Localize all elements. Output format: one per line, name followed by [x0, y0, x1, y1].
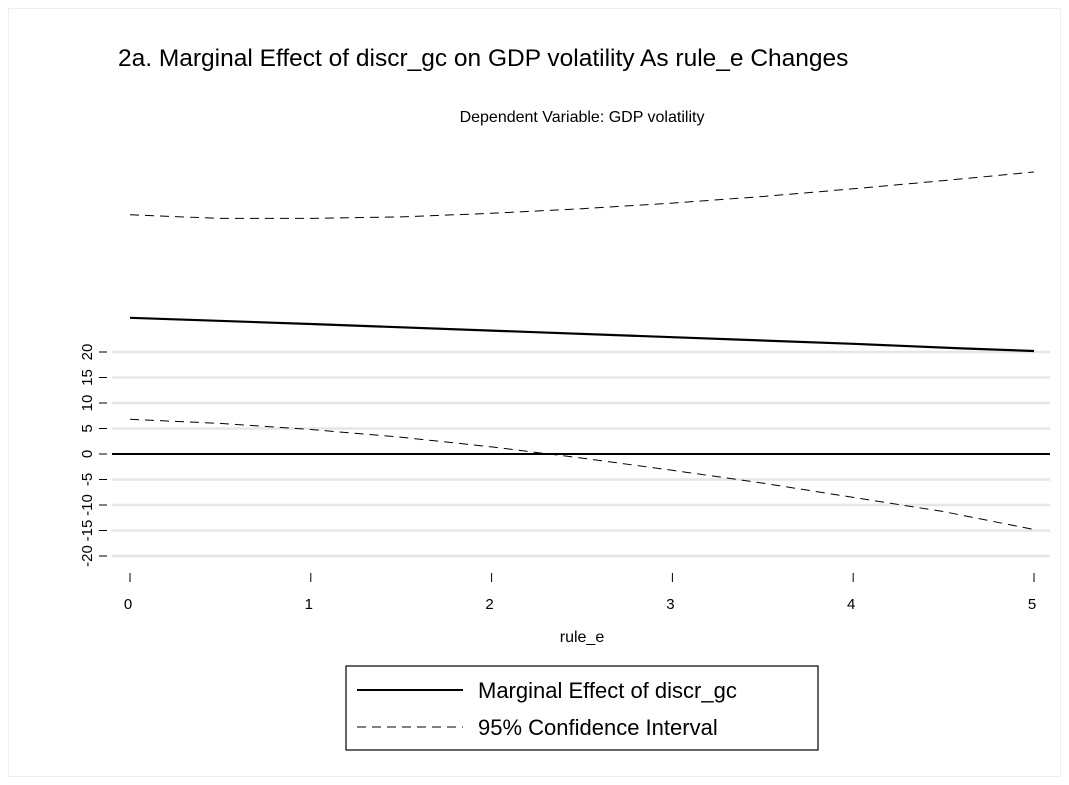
x-tick-label: 5: [1028, 596, 1036, 613]
x-tick-label: 1: [305, 596, 313, 613]
grid-lines: [112, 350, 1050, 558]
y-tick-label: 20: [79, 344, 96, 361]
chart-subtitle: Dependent Variable: GDP volatility: [460, 109, 705, 126]
chart-frame: [8, 8, 1061, 777]
x-axis: 0 1 2 3 4 5: [124, 573, 1036, 613]
x-tick-label: 4: [847, 596, 855, 613]
y-tick-label: 5: [79, 424, 96, 432]
legend-box: [345, 665, 819, 751]
legend: Marginal Effect of discr_gc 95% Confiden…: [345, 665, 819, 751]
y-tick-label: -15: [79, 520, 96, 542]
y-tick-label: 10: [79, 395, 96, 412]
y-tick-label: -10: [79, 494, 96, 516]
x-tick-label: 3: [666, 596, 674, 613]
ci-lower-line: [129, 418, 1035, 530]
x-axis-title: rule_e: [560, 629, 605, 646]
y-tick-label: -20: [79, 545, 96, 567]
y-axis: -20 -15 -10 -5 0 5 10 15 20: [79, 344, 107, 567]
ci-upper-line: [129, 171, 1035, 219]
legend-label-confidence-interval: 95% Confidence Interval: [478, 715, 718, 740]
series-lines: [129, 171, 1035, 530]
y-tick-label: 15: [79, 369, 96, 386]
y-tick-label: 0: [79, 450, 96, 458]
marginal-effect-line: [129, 316, 1035, 353]
y-tick-label: -5: [79, 473, 96, 486]
x-tick-label: 0: [124, 596, 132, 613]
legend-label-marginal-effect: Marginal Effect of discr_gc: [478, 678, 737, 703]
chart-title: 2a. Marginal Effect of discr_gc on GDP v…: [118, 45, 848, 72]
x-tick-label: 2: [485, 596, 493, 613]
